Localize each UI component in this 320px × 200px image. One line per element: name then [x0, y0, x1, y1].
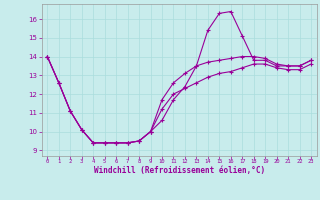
- X-axis label: Windchill (Refroidissement éolien,°C): Windchill (Refroidissement éolien,°C): [94, 166, 265, 175]
